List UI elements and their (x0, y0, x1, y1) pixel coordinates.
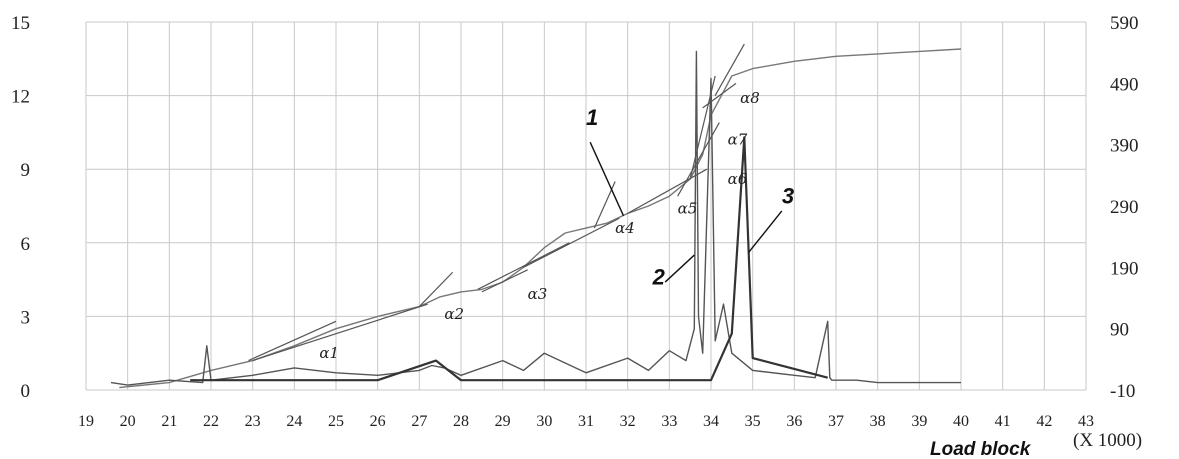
x-tick-label: 32 (620, 413, 636, 430)
x-axis-label: Load block (930, 439, 1032, 459)
annotation-label: 1 (586, 105, 598, 130)
x-tick-label: 21 (161, 413, 177, 430)
x-tick-label: 25 (328, 413, 344, 430)
x-tick-label: 40 (953, 413, 969, 430)
annotation-label: 2 (652, 265, 666, 290)
angle-label: α5 (678, 199, 698, 217)
x-tick-label: 38 (870, 413, 886, 430)
series-line-2 (110, 50, 961, 386)
x-tick-label: 39 (911, 413, 927, 430)
x-tick-label: 42 (1036, 413, 1052, 430)
right-y-tick-label: 490 (1110, 74, 1139, 95)
right-y-axis: 590 490 390 290 190 90 -10 (1110, 13, 1139, 402)
series-group (110, 48, 962, 389)
x-tick-label: 31 (578, 413, 594, 430)
angle-label: α1 (319, 344, 339, 362)
left-y-tick-label: 12 (11, 87, 30, 108)
left-y-tick-label: 15 (11, 13, 30, 34)
angle-labels: α1 α2 α3 α4 α5 α6 α7 α8 (319, 89, 760, 362)
x-tick-label: 28 (453, 413, 469, 430)
tangent-line (677, 122, 720, 197)
right-y-tick-label: 590 (1110, 13, 1139, 34)
right-y-tick-label: 290 (1110, 197, 1139, 218)
x-tick-label: 24 (286, 413, 302, 430)
annotation-label: 3 (782, 184, 794, 209)
annotation-leader (664, 254, 695, 283)
series-line-1 (119, 48, 962, 389)
angle-label: α2 (444, 305, 464, 323)
x-tick-label: 22 (203, 413, 219, 430)
right-y-tick-label: -10 (1110, 381, 1135, 402)
tangent-line (248, 320, 337, 362)
tangent-lines (248, 43, 745, 362)
angle-label: α4 (615, 219, 635, 237)
series-annotations: 1 2 3 (586, 105, 794, 289)
grid (85, 21, 1087, 391)
x-tick-label: 30 (536, 413, 552, 430)
series-line-3 (190, 136, 828, 382)
x-tick-label: 35 (745, 413, 761, 430)
tangent-line (523, 217, 620, 268)
left-y-tick-label: 6 (21, 234, 31, 255)
angle-label: α8 (740, 89, 760, 107)
x-tick-label: 36 (786, 413, 802, 430)
angle-label: α3 (528, 285, 548, 303)
left-y-tick-label: 9 (21, 160, 31, 181)
x-axis: 19 20 21 22 23 24 25 26 27 28 29 30 31 32 33 34 35 36 37 38… (78, 413, 1094, 430)
tangent-line (481, 269, 528, 293)
x-tick-label: 23 (245, 413, 261, 430)
right-y-tick-label: 90 (1110, 320, 1129, 341)
x-tick-label: 27 (411, 413, 427, 430)
angle-label: α7 (728, 131, 748, 149)
annotation-leader (589, 141, 625, 217)
tangent-line (714, 43, 745, 96)
tangent-line (702, 82, 737, 109)
x-tick-label: 41 (995, 413, 1011, 430)
x-axis-unit: (X 1000) (1073, 430, 1142, 451)
left-y-axis: 15 12 9 6 3 0 (11, 13, 30, 402)
x-tick-label: 19 (78, 413, 94, 430)
x-tick-label: 20 (120, 413, 136, 430)
tangent-line (252, 303, 428, 362)
x-tick-label: 34 (703, 413, 719, 430)
annotation-leader (747, 210, 783, 254)
right-y-tick-label: 390 (1110, 136, 1139, 157)
x-tick-label: 29 (495, 413, 511, 430)
tangent-line (689, 75, 716, 180)
x-tick-label: 33 (661, 413, 677, 430)
left-y-tick-label: 0 (21, 381, 31, 402)
left-y-tick-label: 3 (21, 307, 31, 328)
x-tick-label: 37 (828, 413, 844, 430)
x-tick-label: 26 (370, 413, 386, 430)
x-tick-label: 43 (1078, 413, 1094, 430)
angle-label: α6 (728, 170, 748, 188)
tangent-line (418, 271, 454, 308)
tangent-line (627, 168, 708, 214)
tangent-line (477, 242, 570, 290)
right-y-tick-label: 190 (1110, 258, 1139, 279)
